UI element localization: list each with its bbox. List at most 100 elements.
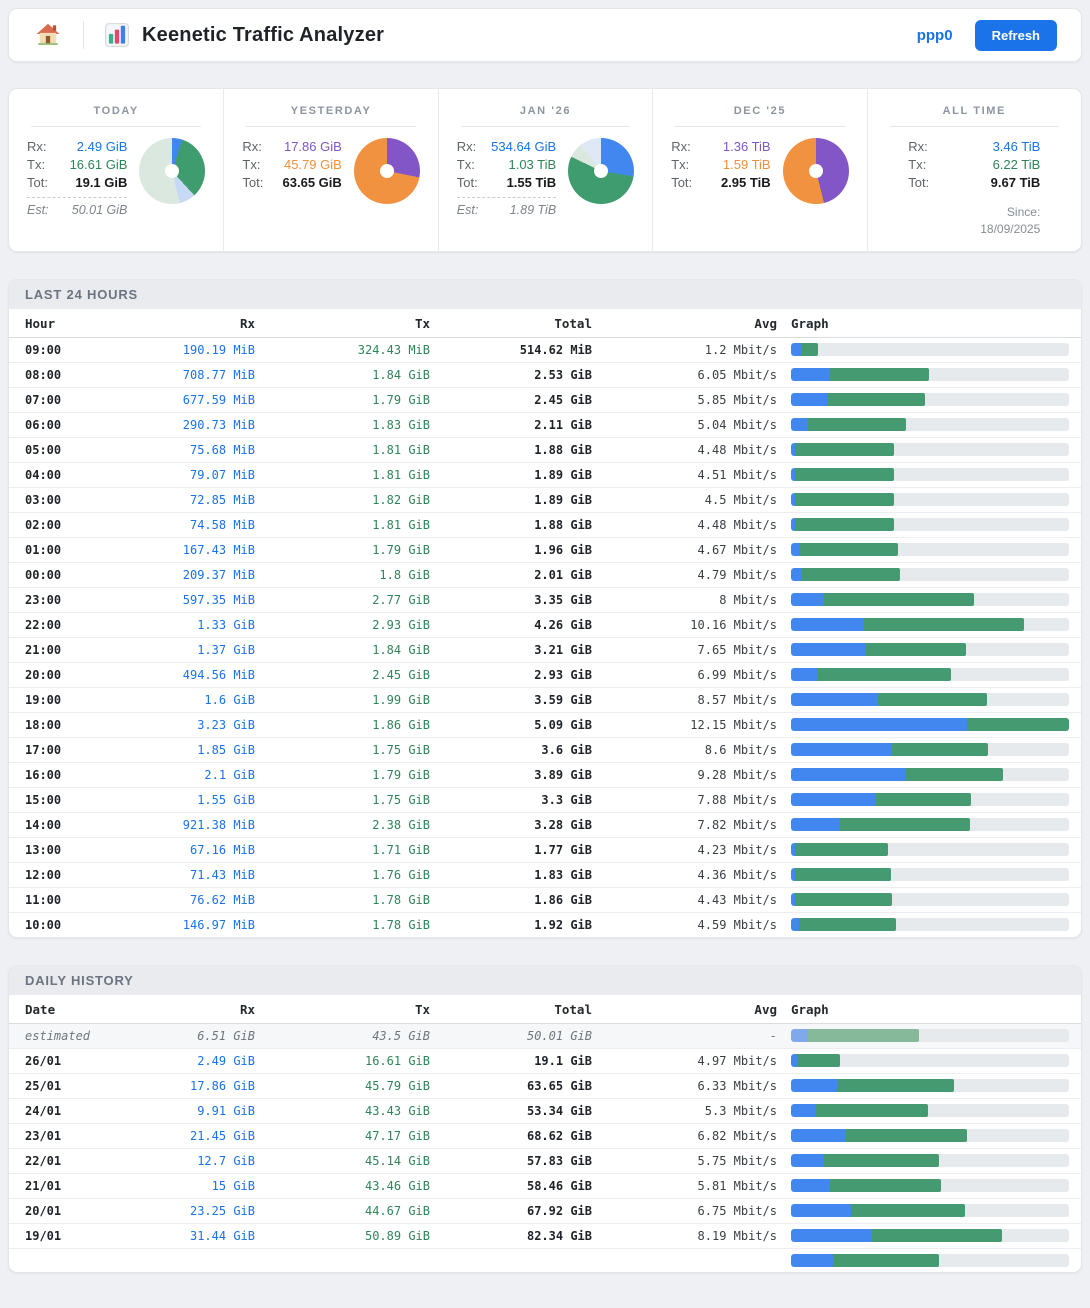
tx-cell: 44.67 GiB xyxy=(263,1198,438,1223)
graph-cell xyxy=(785,337,1081,362)
graph-track xyxy=(791,818,1069,831)
card-stat-row: Tot:19.1 GiB xyxy=(27,174,127,192)
label-cell: 07:00 xyxy=(9,387,99,412)
total-cell xyxy=(438,1248,600,1272)
rx-bar xyxy=(791,793,876,806)
label-cell: 20:00 xyxy=(9,662,99,687)
table-row: 21/0115 GiB43.46 GiB58.46 GiB5.81 Mbit/s xyxy=(9,1173,1081,1198)
rx-bar xyxy=(791,1179,830,1192)
graph-cell xyxy=(785,462,1081,487)
traffic-donut-chart xyxy=(568,138,634,204)
graph-track xyxy=(791,1054,1069,1067)
table-row: 09:00190.19 MiB324.43 MiB514.62 MiB1.2 M… xyxy=(9,337,1081,362)
label-cell: 12:00 xyxy=(9,862,99,887)
avg-cell: 4.23 Mbit/s xyxy=(600,837,785,862)
stat-value: 45.79 GiB xyxy=(284,156,342,174)
label-cell: 15:00 xyxy=(9,787,99,812)
tx-cell: 1.82 GiB xyxy=(263,487,438,512)
hourly-table: HourRxTxTotalAvgGraph 09:00190.19 MiB324… xyxy=(9,309,1081,937)
graph-cell xyxy=(785,612,1081,637)
total-cell: 1.88 GiB xyxy=(438,512,600,537)
rx-cell: 21.45 GiB xyxy=(99,1123,263,1148)
tx-bar xyxy=(816,1104,927,1117)
graph-track xyxy=(791,893,1069,906)
tx-cell: 47.17 GiB xyxy=(263,1123,438,1148)
tx-cell: 1.81 GiB xyxy=(263,462,438,487)
label-cell: 26/01 xyxy=(9,1048,99,1073)
tx-cell: 1.99 GiB xyxy=(263,687,438,712)
rx-cell: 494.56 MiB xyxy=(99,662,263,687)
rx-cell: 921.38 MiB xyxy=(99,812,263,837)
total-cell: 58.46 GiB xyxy=(438,1173,600,1198)
rx-bar xyxy=(791,1129,846,1142)
home-button[interactable] xyxy=(33,19,63,52)
card-stat-row: Rx:1.36 TiB xyxy=(671,138,770,156)
label-cell: 19/01 xyxy=(9,1223,99,1248)
total-cell: 1.96 GiB xyxy=(438,537,600,562)
total-cell: 1.77 GiB xyxy=(438,837,600,862)
total-cell: 63.65 GiB xyxy=(438,1073,600,1098)
rx-cell: 167.43 MiB xyxy=(99,537,263,562)
stat-label: Rx: xyxy=(242,138,262,156)
table-row: 26/012.49 GiB16.61 GiB19.1 GiB4.97 Mbit/… xyxy=(9,1048,1081,1073)
tx-cell: 1.79 GiB xyxy=(263,762,438,787)
rx-bar xyxy=(791,618,864,631)
tx-bar xyxy=(967,718,1069,731)
tx-bar xyxy=(840,818,970,831)
label-cell: 08:00 xyxy=(9,362,99,387)
total-cell: 3.35 GiB xyxy=(438,587,600,612)
rx-bar xyxy=(791,1029,808,1042)
tx-bar xyxy=(906,768,1004,781)
tx-cell: 45.14 GiB xyxy=(263,1148,438,1173)
graph-cell xyxy=(785,362,1081,387)
avg-cell: 4.48 Mbit/s xyxy=(600,437,785,462)
rx-cell: 2.1 GiB xyxy=(99,762,263,787)
tx-bar xyxy=(846,1129,967,1142)
rx-cell: 597.35 MiB xyxy=(99,587,263,612)
stat-label: Rx: xyxy=(27,138,47,156)
tx-bar xyxy=(823,593,974,606)
label-cell: 02:00 xyxy=(9,512,99,537)
total-cell: 2.53 GiB xyxy=(438,362,600,387)
label-cell: 14:00 xyxy=(9,812,99,837)
tx-bar xyxy=(833,1254,940,1267)
total-cell: 68.62 GiB xyxy=(438,1123,600,1148)
rx-cell: 708.77 MiB xyxy=(99,362,263,387)
rx-cell: 71.43 MiB xyxy=(99,862,263,887)
avg-cell: 8.6 Mbit/s xyxy=(600,737,785,762)
card-title: DEC '25 xyxy=(675,101,844,127)
avg-cell: 4.79 Mbit/s xyxy=(600,562,785,587)
summary-card: ALL TIME Rx:3.46 TiBTx:6.22 TiBTot:9.67 … xyxy=(867,89,1081,251)
rx-bar xyxy=(791,543,800,556)
rx-bar xyxy=(791,418,807,431)
total-cell: 3.28 GiB xyxy=(438,812,600,837)
tx-cell: 1.81 GiB xyxy=(263,512,438,537)
label-cell: 21:00 xyxy=(9,637,99,662)
tx-bar xyxy=(876,793,972,806)
graph-cell xyxy=(785,787,1081,812)
table-row: 02:0074.58 MiB1.81 GiB1.88 GiB4.48 Mbit/… xyxy=(9,512,1081,537)
tx-bar xyxy=(797,1054,840,1067)
avg-cell: 7.88 Mbit/s xyxy=(600,787,785,812)
refresh-button[interactable]: Refresh xyxy=(975,20,1057,51)
stat-label: Tx: xyxy=(908,156,926,174)
graph-track xyxy=(791,343,1069,356)
tx-bar xyxy=(830,1179,942,1192)
interface-link[interactable]: ppp0 xyxy=(917,27,953,44)
rx-cell: 15 GiB xyxy=(99,1173,263,1198)
rx-cell: 79.07 MiB xyxy=(99,462,263,487)
tx-bar xyxy=(824,1154,940,1167)
graph-track xyxy=(791,593,1069,606)
graph-cell xyxy=(785,412,1081,437)
label-cell: 20/01 xyxy=(9,1198,99,1223)
rx-cell: 31.44 GiB xyxy=(99,1223,263,1248)
rx-cell: 190.19 MiB xyxy=(99,337,263,362)
tx-cell: 1.84 GiB xyxy=(263,637,438,662)
table-row xyxy=(9,1248,1081,1272)
graph-track xyxy=(791,368,1069,381)
graph-track xyxy=(791,443,1069,456)
tx-cell: 45.79 GiB xyxy=(263,1073,438,1098)
stat-value: 6.22 TiB xyxy=(993,156,1041,174)
total-cell: 1.83 GiB xyxy=(438,862,600,887)
rx-cell: 1.37 GiB xyxy=(99,637,263,662)
